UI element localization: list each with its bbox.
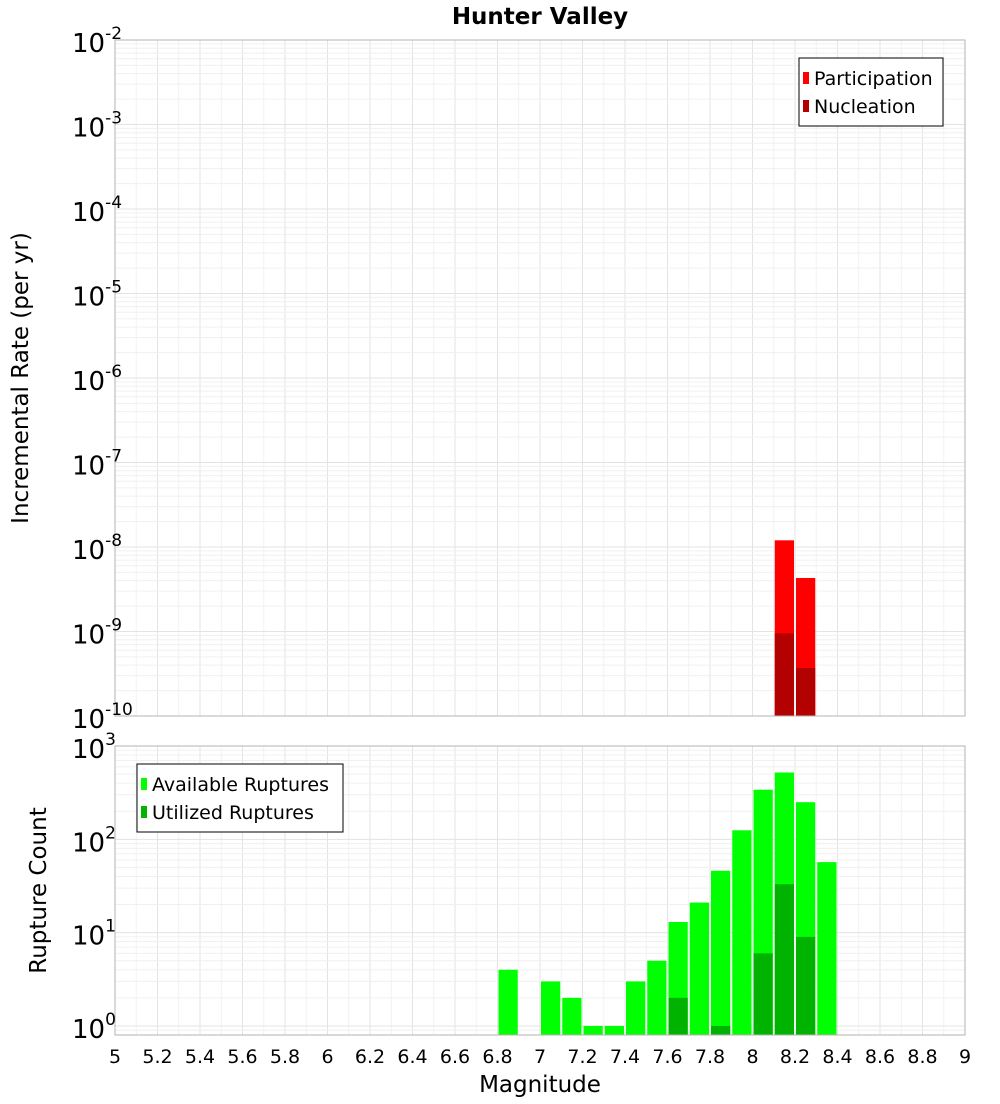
y-tick-label: 10-9: [72, 616, 122, 651]
plot-frame-2: [114, 745, 966, 1036]
y-tick-label: 102: [72, 823, 116, 858]
plot-frame-1: [114, 39, 966, 717]
legend-box: [798, 57, 944, 127]
bar-utilized-ruptures: [711, 1025, 731, 1035]
legend-swatch: [141, 778, 147, 790]
bar-available-ruptures: [604, 1025, 624, 1035]
bar-available-ruptures: [711, 870, 731, 1035]
y-tick-labels-1: 10-10 10-9 10-8 10-7 10-6 10-5 10-4 10-3 10-2: [72, 24, 133, 735]
x-tick-label: 8.2: [780, 1046, 810, 1068]
bar-available-ruptures: [732, 830, 752, 1035]
legend-swatch: [803, 72, 809, 84]
x-tick-label: 5.4: [185, 1046, 215, 1068]
bar-utilized-ruptures: [774, 884, 794, 1035]
bar-utilized-ruptures: [668, 997, 688, 1035]
legend-swatch: [141, 806, 147, 818]
x-axis-label: Magnitude: [479, 1072, 601, 1098]
chart-title: Hunter Valley: [452, 4, 628, 30]
x-tick-label: 6.4: [397, 1046, 427, 1068]
bar-available-ruptures: [583, 1025, 603, 1035]
y-tick-label: 10-2: [72, 24, 122, 59]
x-tick-label: 5.8: [270, 1046, 300, 1068]
x-tick-label: 6.8: [482, 1046, 512, 1068]
x-tick-label: 6.6: [440, 1046, 470, 1068]
x-tick-label: 8: [746, 1046, 758, 1068]
legend-1: Participation Nucleation: [798, 57, 944, 127]
bar-available-ruptures: [498, 969, 518, 1035]
bar-available-ruptures: [541, 981, 561, 1035]
y-tick-label: 10-7: [72, 447, 122, 482]
legend-label: Utilized Ruptures: [152, 802, 314, 824]
bar-available-ruptures: [626, 981, 646, 1035]
y-axis-label-2: Rupture Count: [26, 807, 52, 973]
y-tick-label: 10-3: [72, 109, 122, 144]
y-tick-label: 10-4: [72, 193, 122, 228]
legend-2: Available Ruptures Utilized Ruptures: [136, 763, 344, 833]
x-tick-label: 8.8: [907, 1046, 937, 1068]
y-tick-label: 101: [72, 917, 116, 952]
legend-label: Nucleation: [814, 96, 916, 118]
legend-label: Participation: [814, 68, 933, 90]
bar-available-ruptures: [647, 960, 667, 1035]
x-tick-label: 5: [109, 1046, 121, 1068]
x-tick-label: 9: [959, 1046, 971, 1068]
y-tick-label: 10-10: [72, 700, 133, 735]
x-tick-label: 8.6: [865, 1046, 895, 1068]
y-axis-label-1: Incremental Rate (per yr): [8, 232, 34, 524]
bar-utilized-ruptures: [796, 936, 816, 1035]
bar-available-ruptures: [817, 862, 837, 1035]
y-tick-label: 10-6: [72, 362, 122, 397]
x-tick-label: 5.6: [227, 1046, 257, 1068]
bar-nucleation: [774, 633, 794, 716]
bar-utilized-ruptures: [753, 953, 773, 1035]
y-tick-labels-2: 100 101 102 103: [72, 730, 116, 1045]
bar-available-ruptures: [562, 997, 582, 1035]
x-tick-label: 7.6: [652, 1046, 682, 1068]
legend-label: Available Ruptures: [152, 774, 329, 796]
series-utilized-ruptures: [668, 884, 816, 1035]
y-tick-label: 10-8: [72, 531, 122, 566]
x-tick-labels: 5 5.2 5.4 5.6 5.8 6 6.2 6.4 6.6 6.8 7 7.2 7.4 7.6 7.8 8…: [109, 1046, 971, 1068]
series-nucleation: [774, 633, 816, 716]
x-tick-label: 8.4: [822, 1046, 852, 1068]
y-tick-label: 103: [72, 730, 116, 765]
grid-1: [114, 40, 966, 717]
x-tick-label: 6.2: [355, 1046, 385, 1068]
x-tick-label: 7: [534, 1046, 546, 1068]
x-tick-label: 7.4: [610, 1046, 640, 1068]
y-tick-label: 100: [72, 1010, 116, 1045]
x-tick-label: 6: [321, 1046, 333, 1068]
bar-available-ruptures: [689, 902, 709, 1035]
x-tick-label: 7.2: [567, 1046, 597, 1068]
legend-box: [136, 763, 344, 833]
y-tick-label: 10-5: [72, 278, 122, 313]
x-tick-label: 5.2: [142, 1046, 172, 1068]
bar-nucleation: [796, 667, 816, 716]
legend-swatch: [803, 100, 809, 112]
x-tick-label: 7.8: [695, 1046, 725, 1068]
